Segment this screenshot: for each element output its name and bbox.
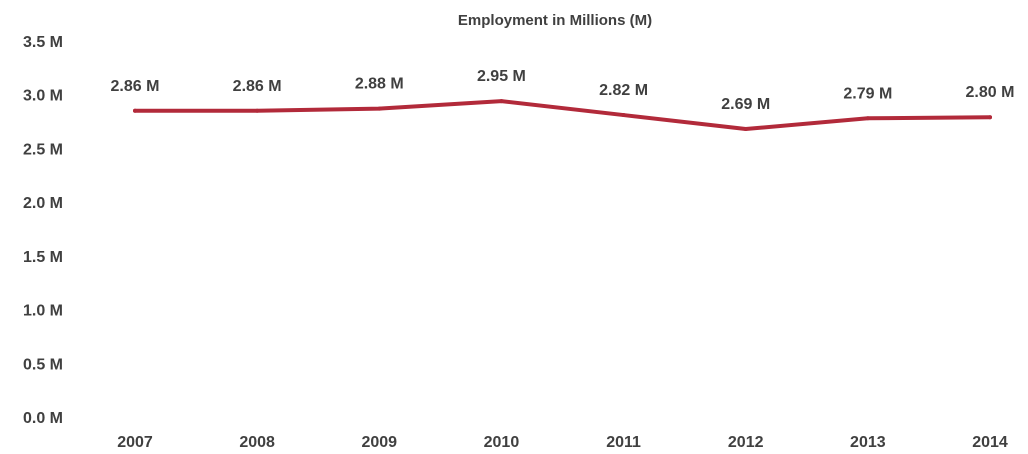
x-tick-label: 2009 [361, 434, 397, 451]
x-tick-label: 2012 [728, 434, 764, 451]
y-tick-label: 0.5 M [23, 356, 63, 373]
data-label: 2.86 M [111, 78, 160, 95]
y-tick-label: 3.0 M [23, 88, 63, 105]
y-tick-label: 3.5 M [23, 34, 63, 51]
data-label: 2.86 M [233, 78, 282, 95]
series-group [133, 99, 992, 131]
x-axis: 2007 2008 2009 2010 2011 2012 2013 2014 [117, 434, 1008, 451]
data-point [622, 113, 626, 117]
x-tick-label: 2007 [117, 434, 153, 451]
data-label: 2.79 M [843, 85, 892, 102]
data-point [255, 109, 259, 113]
x-tick-label: 2014 [972, 434, 1008, 451]
data-point [133, 109, 137, 113]
y-tick-label: 1.0 M [23, 303, 63, 320]
data-point [744, 127, 748, 131]
y-tick-label: 1.5 M [23, 249, 63, 266]
data-point [499, 99, 503, 103]
data-point [988, 115, 992, 119]
y-tick-label: 2.0 M [23, 195, 63, 212]
series-line [135, 101, 990, 129]
data-label: 2.82 M [599, 82, 648, 99]
data-label: 2.88 M [355, 76, 404, 93]
y-tick-label: 0.0 M [23, 410, 63, 427]
data-label: 2.80 M [966, 84, 1015, 101]
x-tick-label: 2013 [850, 434, 886, 451]
data-point [866, 116, 870, 120]
chart-title: Employment in Millions (M) [458, 12, 652, 29]
x-tick-label: 2011 [606, 434, 641, 451]
y-tick-label: 2.5 M [23, 141, 63, 158]
y-axis: 0.0 M 0.5 M 1.0 M 1.5 M 2.0 M 2.5 M 3.0 M 3.5 M [23, 34, 63, 427]
data-point [377, 107, 381, 111]
x-tick-label: 2008 [239, 434, 275, 451]
data-label: 2.69 M [721, 96, 770, 113]
data-label: 2.95 M [477, 68, 526, 85]
x-tick-label: 2010 [484, 434, 520, 451]
